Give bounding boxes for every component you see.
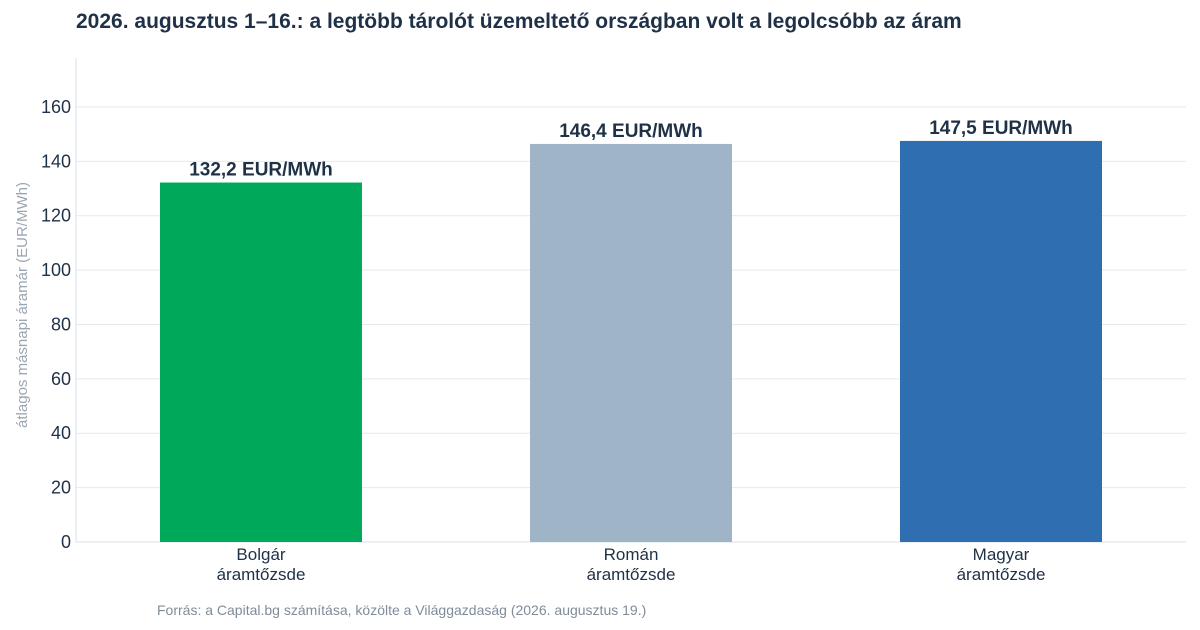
y-tick-label: 60 — [51, 369, 71, 389]
x-tick-label: áramtőzsde — [587, 565, 676, 584]
y-tick-label: 100 — [41, 260, 71, 280]
data-label: 132,2 EUR/MWh — [189, 160, 333, 181]
y-tick-label: 140 — [41, 151, 71, 171]
x-tick-label: Román — [604, 545, 659, 564]
x-tick-label: Bolgár — [236, 545, 285, 564]
x-tick-label: áramtőzsde — [957, 565, 1046, 584]
y-tick-label: 80 — [51, 314, 71, 334]
bar — [900, 140, 1102, 542]
y-tick-label: 20 — [51, 478, 71, 498]
x-tick-label: Magyar — [973, 545, 1030, 564]
y-tick-label: 40 — [51, 423, 71, 443]
y-tick-label: 160 — [41, 97, 71, 117]
data-label: 147,5 EUR/MWh — [929, 118, 1073, 139]
x-tick-label: áramtőzsde — [217, 565, 306, 584]
bar — [530, 143, 732, 543]
y-tick-label: 120 — [41, 206, 71, 226]
y-axis-title: átlagos másnapi áramár (EUR/MWh) — [14, 182, 31, 428]
data-label: 146,4 EUR/MWh — [559, 121, 703, 142]
chart-title: 2026. augusztus 1–16.: a legtöbb tárolót… — [76, 10, 962, 33]
source-note: Forrás: a Capital.bg számítása, közölte … — [157, 602, 647, 618]
bar — [160, 182, 362, 542]
y-tick-label: 0 — [61, 532, 71, 552]
